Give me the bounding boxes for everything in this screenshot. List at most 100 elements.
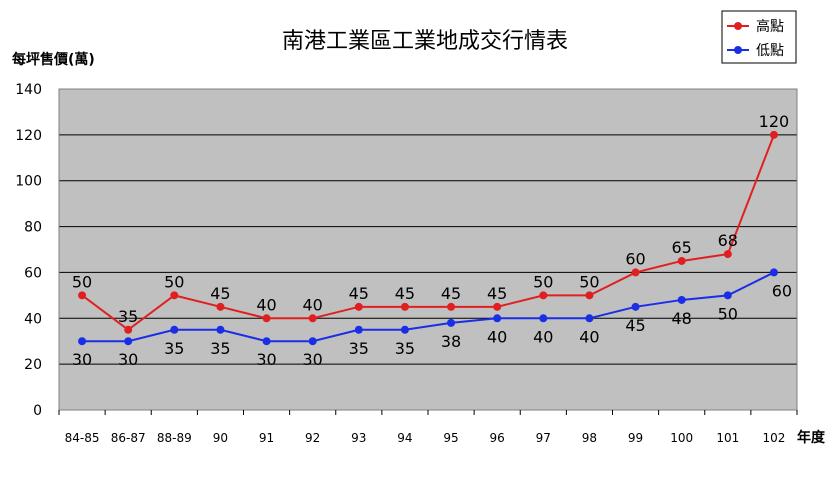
- data-label-low: 60: [772, 281, 792, 300]
- x-axis-label: 年度: [797, 429, 826, 446]
- x-tick-label: 100: [670, 431, 693, 445]
- data-point-low: [216, 325, 225, 334]
- data-point-high: [493, 302, 502, 311]
- data-label-low: 30: [303, 350, 323, 369]
- series-layer: [78, 130, 778, 346]
- legend-label-high: 高點: [756, 18, 784, 35]
- x-tick-label: 95: [443, 431, 458, 445]
- data-label-low: 30: [72, 350, 92, 369]
- data-label-low: 38: [441, 332, 461, 351]
- x-tick-label: 92: [305, 431, 320, 445]
- data-point-high: [170, 291, 179, 300]
- data-label-high: 50: [164, 272, 184, 291]
- data-point-low: [170, 325, 179, 334]
- data-point-low: [124, 337, 133, 346]
- y-axis-label: 每坪售價(萬): [12, 51, 95, 68]
- data-point-low: [493, 314, 502, 323]
- data-label-low: 50: [718, 304, 738, 323]
- data-label-high: 50: [72, 272, 92, 291]
- data-label-high: 45: [349, 284, 369, 303]
- data-point-low: [447, 318, 456, 327]
- data-point-low: [308, 337, 317, 346]
- data-point-high: [585, 291, 594, 300]
- data-label-low: 35: [349, 339, 369, 358]
- data-label-high: 68: [718, 231, 738, 250]
- data-point-high: [723, 250, 732, 259]
- data-label-high: 40: [303, 295, 323, 314]
- data-point-high: [539, 291, 548, 300]
- data-point-high: [78, 291, 87, 300]
- data-point-low: [539, 314, 548, 323]
- data-point-high: [354, 302, 363, 311]
- y-tick-label: 100: [15, 174, 42, 190]
- x-tick-label: 90: [213, 431, 228, 445]
- data-label-high: 60: [625, 249, 645, 268]
- series-line-low: [82, 271, 775, 343]
- data-point-high: [631, 268, 640, 277]
- x-tick-label: 91: [259, 431, 274, 445]
- data-point-low: [585, 314, 594, 323]
- data-point-high: [124, 325, 133, 334]
- data-label-low: 35: [210, 339, 230, 358]
- series-line-high: [81, 134, 775, 331]
- data-point-high: [216, 302, 225, 311]
- plot-background: [59, 89, 797, 410]
- y-tick-label: 0: [33, 403, 42, 419]
- y-tick-label: 120: [15, 128, 42, 144]
- axes: 0 20 40 60 80 100 120 140 84-85 86-87 88-89 90 91 92 9…: [15, 82, 798, 445]
- data-point-low: [631, 302, 640, 311]
- y-tick-label: 40: [24, 311, 42, 327]
- data-point-high: [677, 256, 686, 265]
- data-label-low: 30: [256, 350, 276, 369]
- x-tick-label: 98: [582, 431, 597, 445]
- x-tick-label: 96: [490, 431, 505, 445]
- data-point-high: [308, 314, 317, 323]
- data-label-high: 50: [579, 272, 599, 291]
- data-point-low: [769, 268, 778, 277]
- chart-title: 南港工業區工業地成交行情表: [282, 29, 568, 54]
- data-label-low: 48: [672, 309, 692, 328]
- data-label-high: 35: [118, 307, 138, 326]
- data-label-low: 30: [118, 350, 138, 369]
- data-label-high: 45: [210, 284, 230, 303]
- x-tick-label: 86-87: [111, 431, 146, 445]
- legend-marker-high: [734, 22, 742, 30]
- data-point-low: [354, 325, 363, 334]
- x-tick-label: 94: [397, 431, 412, 445]
- data-point-high: [262, 314, 271, 323]
- data-label-high: 65: [672, 238, 692, 257]
- legend-box: [721, 10, 797, 64]
- y-tick-label: 20: [24, 357, 42, 373]
- data-label-low: 40: [487, 327, 507, 346]
- data-label-high: 40: [256, 295, 276, 314]
- data-point-low: [677, 295, 686, 304]
- data-point-high: [447, 302, 456, 311]
- x-tick-label: 88-89: [157, 431, 192, 445]
- plot-area: [59, 88, 797, 410]
- data-label-high: 45: [487, 284, 507, 303]
- legend: 高點 低點: [721, 10, 797, 64]
- data-point-high: [400, 302, 409, 311]
- data-point-high: [769, 130, 778, 139]
- x-tick-label: 99: [628, 431, 643, 445]
- data-point-low: [400, 325, 409, 334]
- y-tick-label: 60: [24, 265, 42, 281]
- x-tick-label: 97: [536, 431, 551, 445]
- y-tick-label: 140: [15, 82, 42, 98]
- data-point-low: [262, 337, 271, 346]
- data-label-low: 40: [579, 327, 599, 346]
- data-label-low: 40: [533, 327, 553, 346]
- x-tick-label: 93: [351, 431, 366, 445]
- legend-marker-low: [734, 46, 742, 54]
- data-label-low: 35: [395, 339, 415, 358]
- data-point-low: [723, 291, 732, 300]
- y-tick-label: 80: [24, 220, 42, 236]
- data-label-high: 45: [395, 284, 415, 303]
- data-label-low: 45: [625, 316, 645, 335]
- x-tick-label: 102: [762, 431, 785, 445]
- data-label-high: 120: [759, 112, 790, 131]
- x-tick-label: 101: [716, 431, 739, 445]
- data-label-low: 35: [164, 339, 184, 358]
- data-label-high: 50: [533, 272, 553, 291]
